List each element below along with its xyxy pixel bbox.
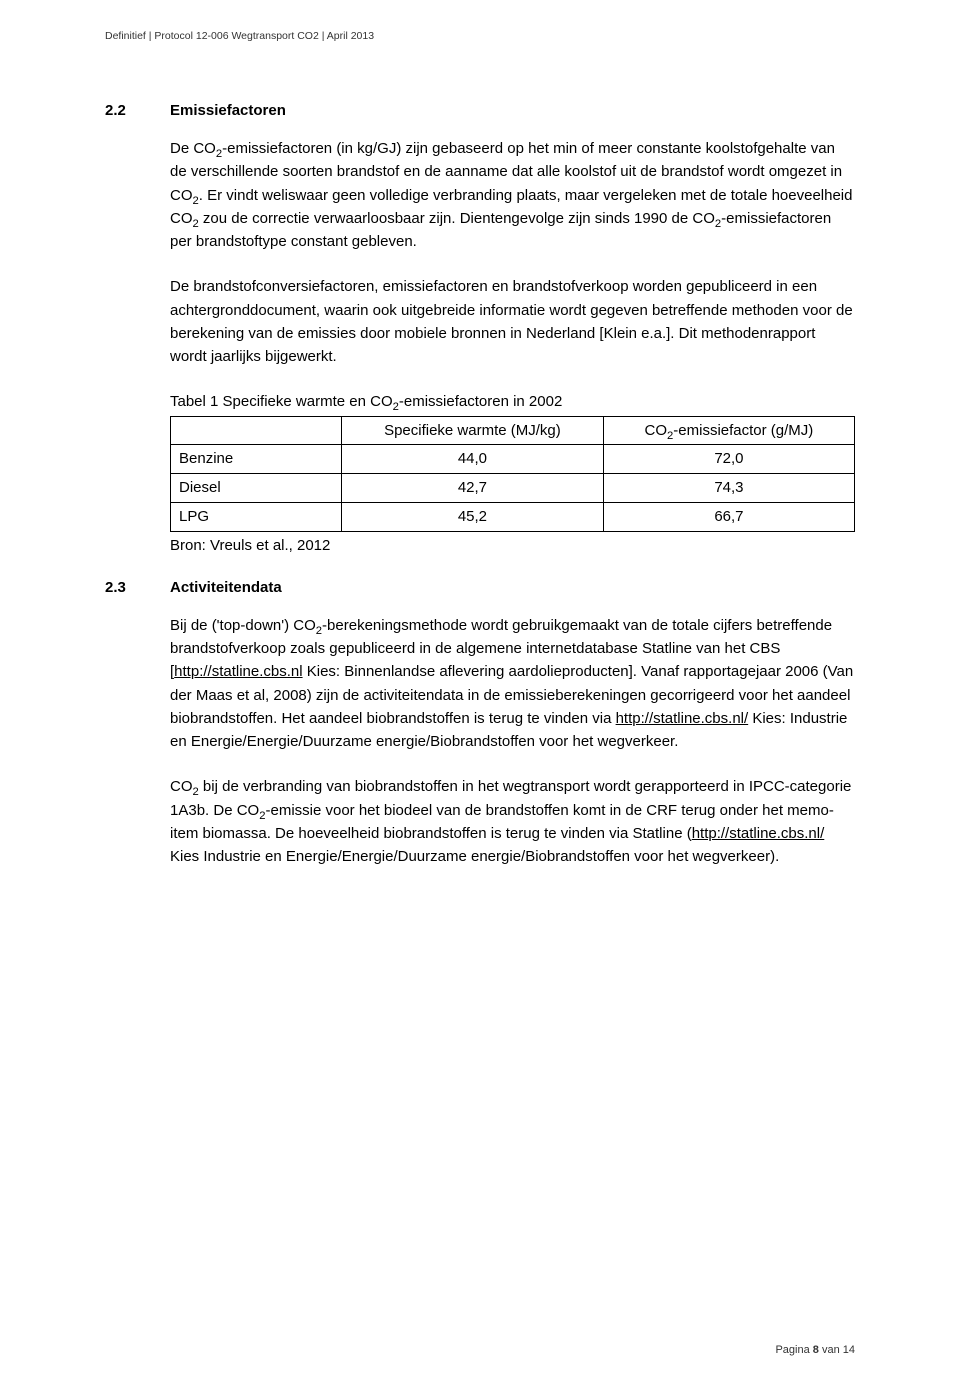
table-cell: 45,2 xyxy=(342,502,604,531)
text: De CO xyxy=(170,140,216,157)
text: Bij de ('top-down') CO xyxy=(170,617,316,634)
text: CO xyxy=(170,778,193,795)
table-header: CO2-emissiefactor (g/MJ) xyxy=(603,416,854,445)
section-heading-2-3: 2.3 Activiteitendata xyxy=(105,579,855,596)
section-number: 2.3 xyxy=(105,579,170,596)
table-cell: 44,0 xyxy=(342,445,604,474)
table-row: Benzine 44,0 72,0 xyxy=(171,445,855,474)
link-statline[interactable]: http://statline.cbs.nl/ xyxy=(616,710,749,727)
table-header-row: Specifieke warmte (MJ/kg) CO2-emissiefac… xyxy=(171,416,855,445)
emission-factors-table: Specifieke warmte (MJ/kg) CO2-emissiefac… xyxy=(170,416,855,532)
footer-text: van 14 xyxy=(819,1344,855,1356)
section-title: Activiteitendata xyxy=(170,579,282,596)
table-header: Specifieke warmte (MJ/kg) xyxy=(342,416,604,445)
table-header-blank xyxy=(171,416,342,445)
page-header: Definitief | Protocol 12-006 Wegtranspor… xyxy=(105,30,855,42)
text: -emissiefactoren in 2002 xyxy=(399,393,562,410)
table-cell: 42,7 xyxy=(342,474,604,503)
paragraph: De CO2-emissiefactoren (in kg/GJ) zijn g… xyxy=(170,137,855,253)
text: Kies Industrie en Energie/Energie/Duurza… xyxy=(170,848,779,865)
text: zou de correctie verwaarloosbaar zijn. D… xyxy=(199,210,715,227)
text: -emissiefactor (g/MJ) xyxy=(673,422,813,439)
link-statline[interactable]: http://statline.cbs.nl xyxy=(174,663,302,680)
table-cell-label: LPG xyxy=(171,502,342,531)
paragraph: De brandstofconversiefactoren, emissiefa… xyxy=(170,275,855,368)
table-source: Bron: Vreuls et al., 2012 xyxy=(170,534,855,557)
section-2-3-body: Bij de ('top-down') CO2-berekeningsmetho… xyxy=(170,614,855,869)
text: Tabel 1 Specifieke warmte en CO xyxy=(170,393,393,410)
link-statline[interactable]: http://statline.cbs.nl/ xyxy=(692,825,825,842)
page-footer: Pagina 8 van 14 xyxy=(775,1344,855,1356)
table-row: Diesel 42,7 74,3 xyxy=(171,474,855,503)
text: CO xyxy=(645,422,668,439)
section-heading-2-2: 2.2 Emissiefactoren xyxy=(105,102,855,119)
paragraph: CO2 bij de verbranding van biobrandstoff… xyxy=(170,775,855,868)
table-cell: 72,0 xyxy=(603,445,854,474)
section-title: Emissiefactoren xyxy=(170,102,286,119)
table-cell: 66,7 xyxy=(603,502,854,531)
table-cell-label: Diesel xyxy=(171,474,342,503)
document-page: Definitief | Protocol 12-006 Wegtranspor… xyxy=(0,0,960,1386)
table-cell-label: Benzine xyxy=(171,445,342,474)
table-row: LPG 45,2 66,7 xyxy=(171,502,855,531)
section-number: 2.2 xyxy=(105,102,170,119)
table-cell: 74,3 xyxy=(603,474,854,503)
table-caption: Tabel 1 Specifieke warmte en CO2-emissie… xyxy=(170,390,855,413)
section-2-2-body: De CO2-emissiefactoren (in kg/GJ) zijn g… xyxy=(170,137,855,557)
footer-text: Pagina xyxy=(775,1344,812,1356)
paragraph: Bij de ('top-down') CO2-berekeningsmetho… xyxy=(170,614,855,754)
